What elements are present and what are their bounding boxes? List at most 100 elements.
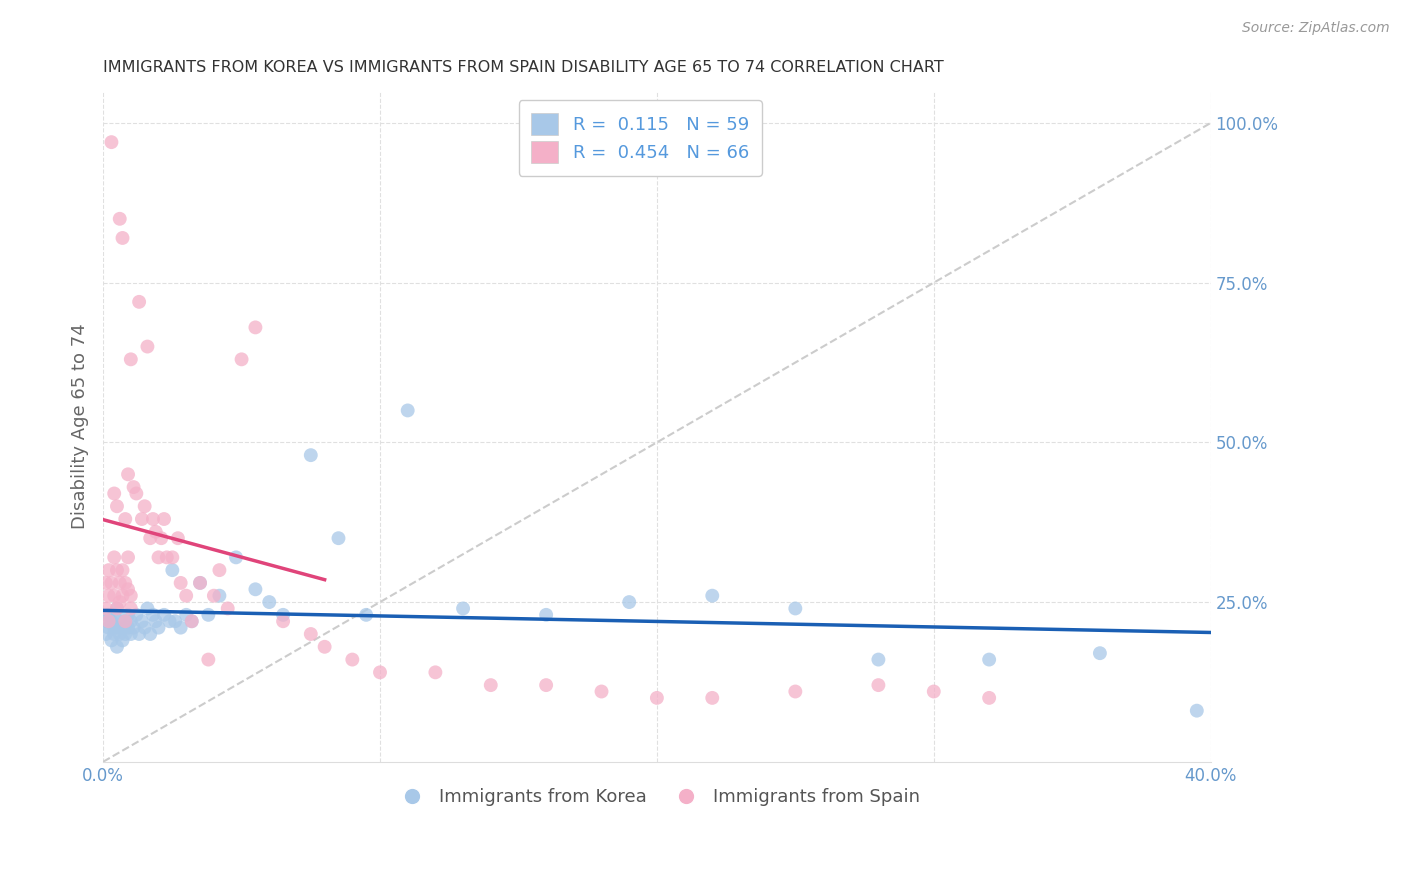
Point bbox=[114, 614, 136, 628]
Point bbox=[217, 601, 239, 615]
Point bbox=[162, 550, 184, 565]
Point bbox=[868, 678, 890, 692]
Point bbox=[169, 575, 191, 590]
Point bbox=[165, 614, 187, 628]
Point bbox=[299, 627, 322, 641]
Point bbox=[120, 627, 142, 641]
Point bbox=[139, 627, 162, 641]
Point bbox=[785, 601, 807, 615]
Point bbox=[145, 524, 167, 539]
Point bbox=[534, 678, 557, 692]
Point bbox=[245, 582, 267, 597]
Point bbox=[97, 607, 120, 622]
Point bbox=[111, 231, 134, 245]
Point bbox=[208, 563, 231, 577]
Point bbox=[868, 652, 890, 666]
Point bbox=[188, 575, 211, 590]
Point bbox=[100, 633, 122, 648]
Point bbox=[105, 621, 128, 635]
Point bbox=[979, 690, 1001, 705]
Point bbox=[114, 575, 136, 590]
Point bbox=[134, 500, 156, 514]
Point bbox=[396, 403, 419, 417]
Text: Source: ZipAtlas.com: Source: ZipAtlas.com bbox=[1241, 21, 1389, 35]
Point bbox=[136, 601, 159, 615]
Point bbox=[103, 607, 125, 622]
Point bbox=[117, 467, 139, 482]
Point bbox=[120, 614, 142, 628]
Point bbox=[114, 627, 136, 641]
Point bbox=[702, 589, 724, 603]
Point bbox=[128, 627, 150, 641]
Point bbox=[103, 486, 125, 500]
Point bbox=[103, 627, 125, 641]
Point bbox=[111, 633, 134, 648]
Point bbox=[125, 486, 148, 500]
Point bbox=[153, 607, 176, 622]
Point bbox=[142, 607, 165, 622]
Point bbox=[139, 531, 162, 545]
Point bbox=[105, 601, 128, 615]
Point bbox=[259, 595, 281, 609]
Point bbox=[645, 690, 668, 705]
Point bbox=[117, 550, 139, 565]
Point bbox=[1185, 704, 1208, 718]
Point bbox=[148, 550, 170, 565]
Point bbox=[591, 684, 613, 698]
Point bbox=[271, 614, 294, 628]
Point bbox=[105, 640, 128, 654]
Point bbox=[131, 614, 153, 628]
Point bbox=[108, 595, 131, 609]
Point bbox=[922, 684, 945, 698]
Point bbox=[117, 621, 139, 635]
Point bbox=[368, 665, 391, 680]
Point bbox=[180, 614, 202, 628]
Point bbox=[479, 678, 502, 692]
Point bbox=[231, 352, 253, 367]
Point bbox=[425, 665, 447, 680]
Point bbox=[94, 601, 117, 615]
Point bbox=[97, 589, 120, 603]
Point bbox=[328, 531, 350, 545]
Point bbox=[354, 607, 377, 622]
Point bbox=[314, 640, 336, 654]
Point bbox=[188, 575, 211, 590]
Point bbox=[159, 614, 181, 628]
Point bbox=[103, 550, 125, 565]
Point bbox=[114, 512, 136, 526]
Point bbox=[100, 575, 122, 590]
Point bbox=[97, 563, 120, 577]
Point bbox=[619, 595, 641, 609]
Point bbox=[94, 575, 117, 590]
Point bbox=[128, 294, 150, 309]
Point bbox=[180, 614, 202, 628]
Point bbox=[225, 550, 247, 565]
Point bbox=[148, 621, 170, 635]
Point bbox=[103, 589, 125, 603]
Point bbox=[108, 575, 131, 590]
Point bbox=[156, 550, 179, 565]
Point bbox=[105, 601, 128, 615]
Point bbox=[117, 607, 139, 622]
Point bbox=[162, 563, 184, 577]
Point bbox=[131, 512, 153, 526]
Point bbox=[202, 589, 225, 603]
Point bbox=[111, 621, 134, 635]
Point bbox=[534, 607, 557, 622]
Point bbox=[97, 621, 120, 635]
Point bbox=[122, 621, 145, 635]
Point bbox=[108, 627, 131, 641]
Point bbox=[169, 621, 191, 635]
Point bbox=[134, 621, 156, 635]
Legend: Immigrants from Korea, Immigrants from Spain: Immigrants from Korea, Immigrants from S… bbox=[387, 780, 928, 814]
Point bbox=[94, 627, 117, 641]
Point bbox=[1088, 646, 1111, 660]
Point bbox=[451, 601, 474, 615]
Point bbox=[120, 601, 142, 615]
Point bbox=[100, 135, 122, 149]
Point bbox=[136, 340, 159, 354]
Point bbox=[108, 211, 131, 226]
Point bbox=[702, 690, 724, 705]
Point bbox=[105, 563, 128, 577]
Point bbox=[208, 589, 231, 603]
